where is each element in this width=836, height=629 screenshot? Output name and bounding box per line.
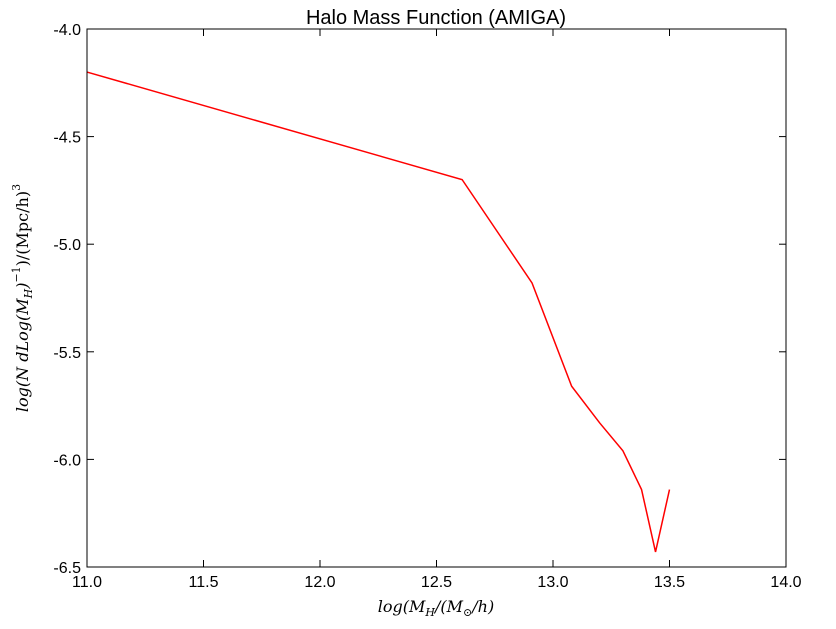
x-axis-ticks: 11.0 11.5 12.0 12.5 13.0 13.5 14.0 bbox=[72, 29, 802, 591]
y-tick-label: -4.5 bbox=[53, 130, 81, 147]
x-axis-label-sub2: ⊙ bbox=[463, 606, 472, 619]
plot-area bbox=[87, 29, 786, 567]
y-axis-label-sub: H bbox=[22, 288, 35, 299]
x-tick-label: 11.0 bbox=[72, 574, 102, 591]
y-axis-label-pre: log(N dLog(M bbox=[13, 298, 32, 412]
y-axis-label-sup1: −1 bbox=[10, 266, 23, 282]
x-axis-label-sub1: H bbox=[424, 606, 435, 619]
x-axis-label-pre: log(M bbox=[378, 597, 426, 616]
x-tick-label: 13.0 bbox=[537, 574, 568, 591]
y-axis-label-sup2: 3 bbox=[10, 184, 23, 191]
series-layer bbox=[86, 71, 671, 553]
y-tick-label: -4.0 bbox=[53, 22, 81, 39]
y-axis-label-post: )/(Mpc/h) bbox=[13, 191, 32, 266]
x-tick-label: 12.5 bbox=[421, 574, 452, 591]
x-axis-label-post: /h) bbox=[470, 597, 494, 616]
y-axis-label: log(N dLog(MH)−1)/(Mpc/h)3 bbox=[10, 184, 35, 412]
y-tick-label: -5.5 bbox=[53, 345, 81, 362]
x-tick-label: 12.0 bbox=[304, 574, 335, 591]
y-tick-label: -5.0 bbox=[53, 237, 81, 254]
y-tick-label: -6.0 bbox=[53, 452, 81, 469]
y-axis-label-mid: ) bbox=[13, 283, 32, 290]
series-line-0 bbox=[86, 71, 671, 553]
x-tick-label: 11.5 bbox=[189, 574, 219, 591]
y-tick-label: -6.5 bbox=[53, 560, 81, 577]
chart-title: Halo Mass Function (AMIGA) bbox=[306, 7, 566, 29]
x-axis-label: log(MH/(M⊙/h) bbox=[378, 597, 494, 619]
x-tick-label: 14.0 bbox=[770, 574, 801, 591]
x-tick-label: 13.5 bbox=[654, 574, 685, 591]
x-axis-label-mid: /(M bbox=[433, 597, 464, 616]
y-axis-ticks: -4.0 -4.5 -5.0 -5.5 -6.0 -6.5 bbox=[53, 22, 786, 577]
